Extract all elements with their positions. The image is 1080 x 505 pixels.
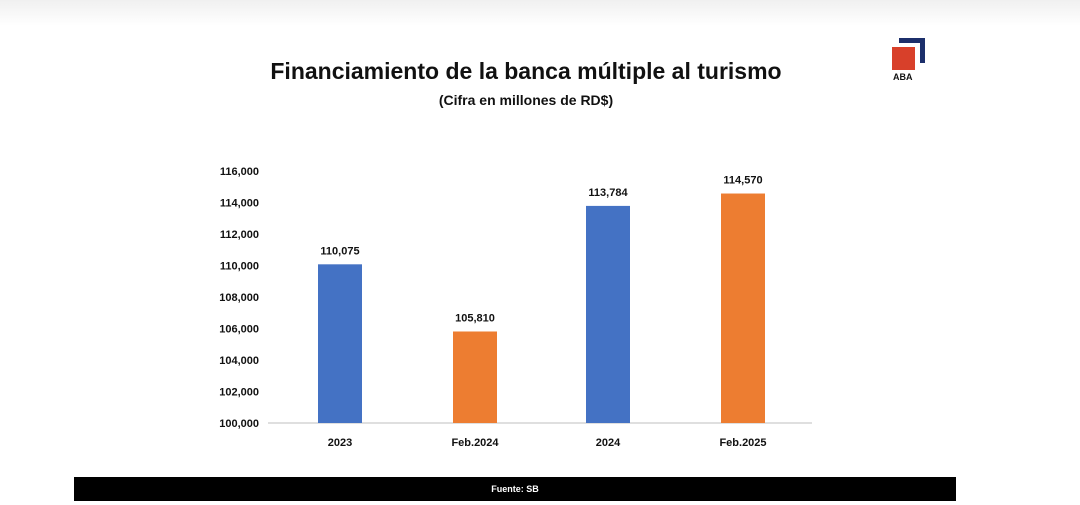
y-tick-label: 112,000 (220, 229, 259, 241)
chart-title: Financiamiento de la banca múltiple al t… (270, 58, 782, 84)
logo-red-square (892, 47, 915, 70)
chart-subtitle: (Cifra en millones de RD$) (438, 92, 614, 108)
bar (453, 331, 497, 423)
data-label: 113,784 (588, 187, 628, 199)
y-tick-label: 106,000 (219, 324, 259, 336)
y-tick-label: 102,000 (219, 387, 259, 399)
y-tick-label: 114,000 (220, 198, 259, 210)
x-tick-label: Feb.2024 (451, 437, 499, 449)
logo-bracket-top (899, 38, 925, 43)
y-tick-label: 104,000 (219, 355, 259, 367)
data-label: 110,075 (320, 245, 359, 257)
x-tick-label: 2023 (328, 437, 352, 449)
bar (318, 264, 362, 423)
logo-bracket-side (920, 38, 925, 63)
bar (586, 205, 630, 423)
y-tick-label: 110,000 (220, 261, 259, 273)
logo-text: ABA (893, 72, 913, 82)
y-tick-label: 116,000 (220, 166, 259, 178)
bar (721, 193, 765, 423)
top-strip (0, 0, 1080, 26)
aba-logo: ABA (892, 38, 928, 84)
y-tick-label: 108,000 (219, 292, 259, 304)
data-label: 114,570 (723, 175, 762, 187)
source-footer: Fuente: SB (74, 477, 956, 501)
x-tick-label: Feb.2025 (719, 437, 766, 449)
x-tick-label: 2024 (596, 437, 621, 449)
data-label: 105,810 (455, 312, 495, 324)
y-tick-label: 100,000 (219, 418, 259, 430)
